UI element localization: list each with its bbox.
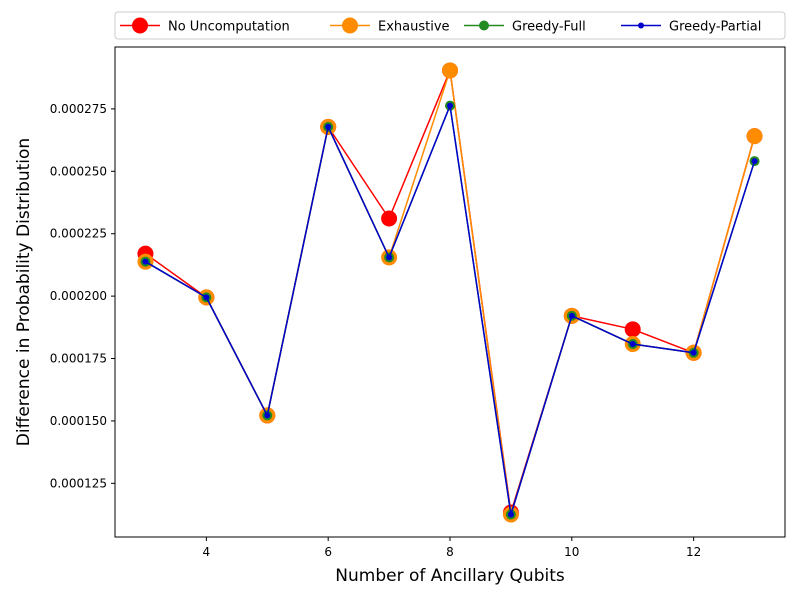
- y-tick-label: 0.000125: [50, 476, 107, 490]
- y-tick-label: 0.000275: [50, 102, 107, 116]
- data-point: [507, 511, 514, 518]
- data-point: [624, 321, 641, 338]
- x-tick-label: 12: [686, 545, 701, 559]
- data-point: [629, 341, 636, 348]
- data-point: [442, 62, 458, 79]
- y-tick-label: 0.000175: [50, 352, 107, 366]
- data-point: [381, 210, 398, 227]
- y-axis-title: Difference in Probability Distribution: [14, 138, 34, 446]
- data-point: [264, 412, 271, 419]
- data-point: [746, 128, 763, 145]
- x-axis: 4 6 8 10 12: [203, 537, 701, 559]
- legend-swatch-marker: [342, 17, 358, 34]
- legend-swatch-marker: [638, 22, 644, 29]
- y-axis: 0.000125 0.000150 0.000175 0.000200 0.000225…: [50, 102, 115, 490]
- data-point: [203, 294, 210, 301]
- legend-label: No Uncomputation: [168, 20, 290, 35]
- series-layer: [137, 62, 763, 523]
- x-tick-label: 4: [203, 545, 211, 559]
- data-point: [325, 123, 332, 130]
- legend-label: Greedy-Partial: [669, 20, 761, 35]
- y-tick-label: 0.000150: [50, 414, 107, 428]
- y-tick-label: 0.000250: [50, 164, 107, 178]
- x-axis-title: Number of Ancillary Qubits: [335, 566, 565, 586]
- data-point: [690, 349, 697, 356]
- legend-label: Greedy-Full: [512, 20, 586, 35]
- legend: No Uncomputation Exhaustive Greedy-Full Gre…: [114, 11, 786, 40]
- legend-swatch-marker: [132, 17, 148, 34]
- y-tick-label: 0.000225: [50, 227, 107, 241]
- data-point: [447, 102, 453, 109]
- legend-label: Exhaustive: [378, 20, 450, 35]
- data-point: [751, 158, 758, 165]
- data-point: [142, 258, 149, 265]
- x-tick-label: 10: [564, 545, 579, 559]
- legend-box: [114, 11, 786, 40]
- legend-swatch-marker: [479, 20, 489, 31]
- data-point: [568, 312, 575, 319]
- series-greedy-partial: [142, 102, 758, 518]
- y-tick-label: 0.000200: [50, 289, 107, 303]
- x-tick-label: 8: [446, 545, 454, 559]
- data-point: [386, 254, 393, 261]
- x-tick-label: 6: [324, 545, 332, 559]
